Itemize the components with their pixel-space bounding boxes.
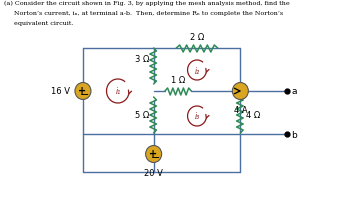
Text: a: a [291,87,297,96]
Text: Norton’s current, iₙ, at terminal a-b.  Then, determine Rₙ to complete the Norto: Norton’s current, iₙ, at terminal a-b. T… [4,11,283,16]
Text: i₁: i₁ [115,87,120,96]
Text: 16 V: 16 V [51,87,70,96]
Circle shape [75,83,91,100]
Circle shape [232,83,248,100]
Text: 1 Ω: 1 Ω [171,76,185,85]
Text: i₂: i₂ [194,66,200,75]
Text: 3 Ω: 3 Ω [135,54,149,63]
Text: −: − [80,90,90,99]
Text: b: b [291,130,297,139]
Circle shape [146,146,162,163]
Text: i₃: i₃ [194,112,200,121]
Text: equivalent circuit.: equivalent circuit. [4,21,73,26]
Text: +: + [78,85,86,96]
Text: −: − [151,152,160,162]
Text: +: + [149,148,157,158]
Text: 2 Ω: 2 Ω [190,33,204,42]
Text: (a) Consider the circuit shown in Fig. 3, by applying the mesh analysis method, : (a) Consider the circuit shown in Fig. 3… [4,1,289,6]
Text: 5 Ω: 5 Ω [135,111,149,120]
Text: 4 Ω: 4 Ω [246,111,260,120]
Text: 20 V: 20 V [144,168,163,177]
Text: 4 A: 4 A [234,105,247,115]
